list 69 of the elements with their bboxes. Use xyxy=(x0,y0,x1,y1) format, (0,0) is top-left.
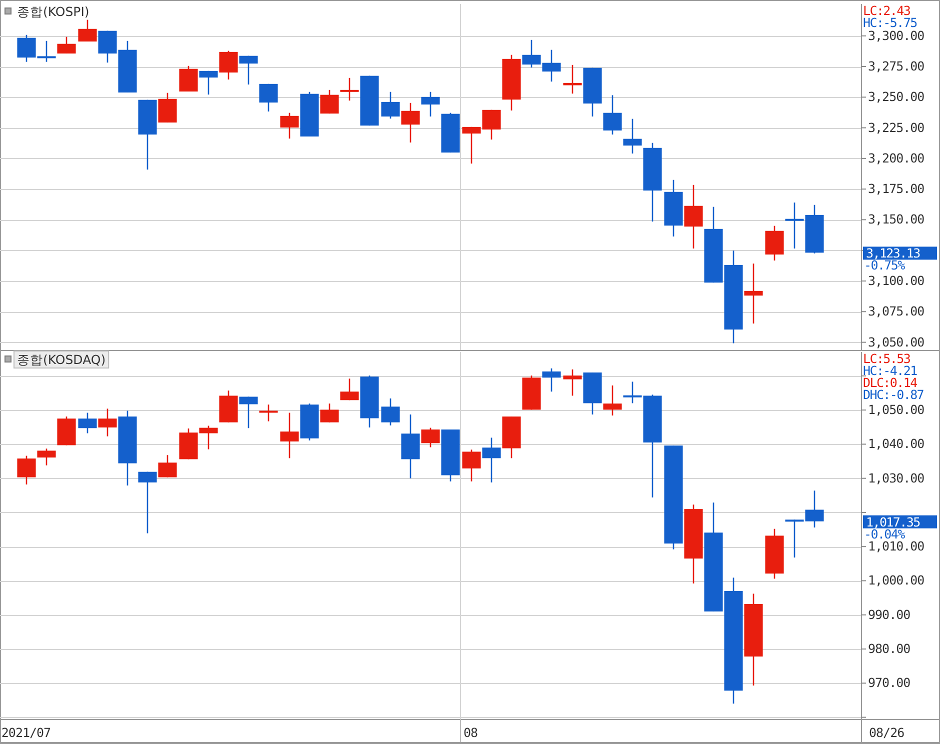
candlestick xyxy=(482,437,501,484)
candlestick xyxy=(603,94,622,136)
candlestick xyxy=(98,408,117,437)
text: HC:-4.21 xyxy=(863,363,918,378)
candlestick xyxy=(158,92,177,124)
text: 08/26 xyxy=(869,725,904,740)
y-tick-label: 990.00 xyxy=(868,606,910,622)
y-tick-label: 3,300.00 xyxy=(868,28,924,43)
candlestick xyxy=(78,19,97,42)
candlestick xyxy=(179,65,198,92)
candlestick xyxy=(744,262,763,324)
y-tick-label: 3,100.00 xyxy=(868,272,924,288)
candlestick xyxy=(158,454,177,478)
candlestick xyxy=(239,396,258,429)
candlestick xyxy=(563,368,582,396)
candlestick xyxy=(239,55,258,86)
candlestick xyxy=(320,402,339,423)
x-tick-label: 08 xyxy=(463,725,478,740)
text: HC:-5.75 xyxy=(863,15,918,30)
candlestick xyxy=(138,471,157,534)
candlestick xyxy=(381,398,400,426)
chart-title: 종합(KOSDAQ) xyxy=(17,352,106,367)
y-tick-label: 1,050.00 xyxy=(868,402,924,418)
y-tick-label: 3,075.00 xyxy=(868,304,924,319)
candlestick xyxy=(401,102,420,144)
y-tick-label: 1,010.00 xyxy=(868,538,924,554)
y-tick-label: 3,050.00 xyxy=(868,334,924,350)
candlestick xyxy=(37,448,56,466)
candlestick xyxy=(340,378,359,401)
y-tick-label: 3,225.00 xyxy=(868,120,924,135)
y-tick-label: 3,250.00 xyxy=(868,89,924,104)
candlestick xyxy=(462,448,481,482)
candlestick xyxy=(623,118,642,154)
candlestick xyxy=(17,455,36,486)
candlestick xyxy=(57,36,76,54)
candlestick xyxy=(259,83,278,112)
y-tick-label: 3,175.00 xyxy=(868,181,924,196)
text: 3,123.13 xyxy=(866,246,920,261)
y-tick-label: 1,000.00 xyxy=(868,572,924,588)
x-tick-label: 2021/07 xyxy=(1,725,51,740)
candlestick xyxy=(259,404,278,422)
candlestick xyxy=(381,91,400,120)
chart-title: 종합(KOSPI) xyxy=(17,4,90,19)
candlestick xyxy=(684,184,703,250)
candlestick xyxy=(603,384,622,416)
y-tick-label: 1,030.00 xyxy=(868,470,924,486)
y-tick-label: 3,200.00 xyxy=(868,150,924,166)
y-tick-label: 1,040.00 xyxy=(868,436,924,452)
candlestick xyxy=(280,112,299,140)
candlestick xyxy=(219,50,238,80)
text: LC:2.43 xyxy=(863,3,910,18)
candlestick xyxy=(542,368,561,392)
text: LC:5.53 xyxy=(863,351,910,366)
candlestick xyxy=(199,70,218,96)
candlestick xyxy=(421,91,440,118)
candlestick xyxy=(340,77,359,102)
candlestick xyxy=(563,64,582,94)
y-tick-label: 3,275.00 xyxy=(868,58,924,74)
candlestick xyxy=(765,225,784,262)
candlestick xyxy=(320,89,339,114)
candlestick xyxy=(78,412,97,434)
y-tick-label: 970.00 xyxy=(868,675,910,690)
candlestick xyxy=(280,412,299,459)
candlestick xyxy=(421,427,440,448)
text: 1,017.35 xyxy=(866,514,920,530)
y-tick-label: 3,150.00 xyxy=(868,212,924,227)
text: DLC:0.14 xyxy=(863,375,918,390)
text: DHC:-0.87 xyxy=(863,387,924,402)
y-tick-label: 980.00 xyxy=(868,641,910,656)
